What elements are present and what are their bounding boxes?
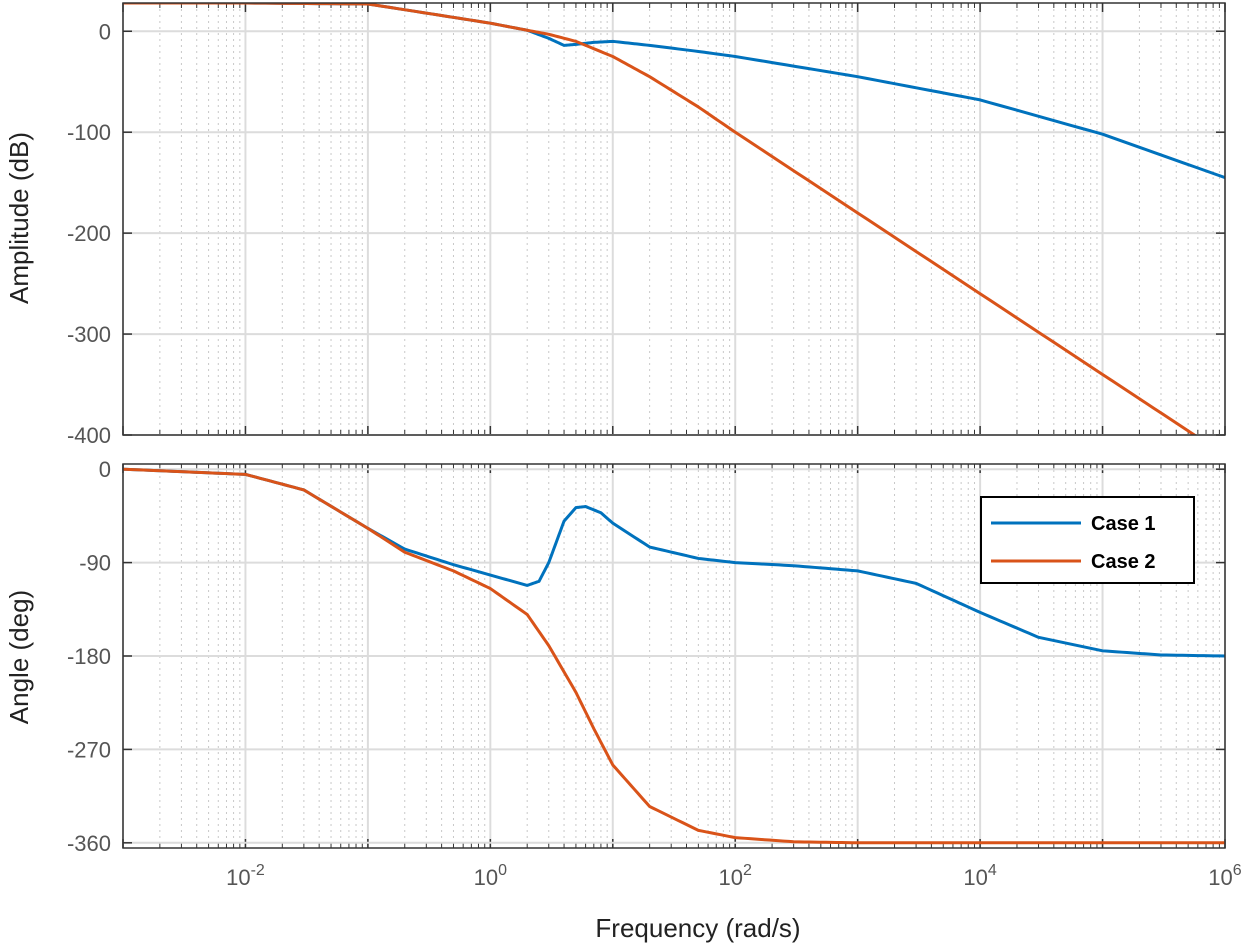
phase-series-line-case-1	[123, 467, 1225, 658]
mag-y-tick-label: 0	[99, 19, 111, 44]
legend-box	[980, 496, 1195, 584]
mag-axes-frame	[122, 2, 1226, 436]
mag-y-tick-label: -300	[67, 322, 111, 347]
mag-plot-area	[123, 3, 1225, 435]
x-tick-label: 10-2	[226, 862, 265, 890]
x-axis-label: Frequency (rad/s)	[595, 913, 800, 943]
magnitude-y-axis-label: Amplitude (dB)	[4, 132, 34, 304]
phase-axes-frame	[122, 463, 1226, 849]
phase-y-tick-label: 0	[99, 457, 111, 482]
legend-label-case-2: Case 2	[1091, 551, 1156, 573]
x-tick-label: 100	[474, 862, 507, 890]
mag-y-tick-label: -200	[67, 221, 111, 246]
phase-y-tick-label: -360	[67, 831, 111, 856]
mag-y-tick-label: -100	[67, 120, 111, 145]
phase-y-tick-label: -270	[67, 737, 111, 762]
legend-label-case-1: Case 1	[1091, 513, 1156, 535]
x-tick-label: 104	[963, 862, 996, 890]
phase-y-tick-label: -90	[79, 551, 111, 576]
phase-y-axis-label: Angle (deg)	[4, 590, 34, 724]
mag-y-tick-label: -400	[67, 423, 111, 448]
legend: Case 1 Case 2	[980, 496, 1195, 584]
x-tick-label: 102	[719, 862, 752, 890]
mag-series-line-case-2	[123, 3, 1198, 435]
magnitude-panel: 0 -100 -200 -300 -400	[67, 2, 1226, 448]
x-tick-label: 106	[1208, 862, 1241, 890]
phase-series-line-case-2	[123, 467, 1225, 845]
phase-y-tick-label: -180	[67, 644, 111, 669]
